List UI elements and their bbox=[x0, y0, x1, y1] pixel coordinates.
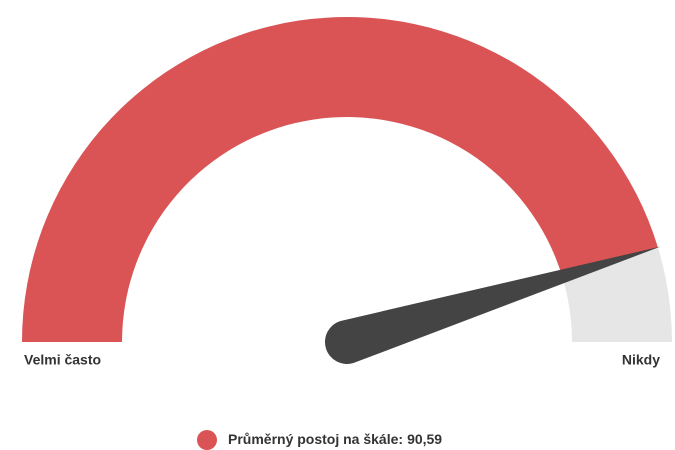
max-label: Nikdy bbox=[622, 352, 660, 368]
legend-value: 90,59 bbox=[407, 431, 442, 447]
legend-label: Průměrný postoj na škále: 90,59 bbox=[228, 431, 442, 447]
legend-name: Průměrný postoj na škále: bbox=[228, 431, 403, 447]
gauge-fill bbox=[22, 17, 658, 342]
legend-marker bbox=[197, 430, 217, 450]
min-label: Velmi často bbox=[24, 352, 101, 368]
needle bbox=[324, 246, 661, 365]
